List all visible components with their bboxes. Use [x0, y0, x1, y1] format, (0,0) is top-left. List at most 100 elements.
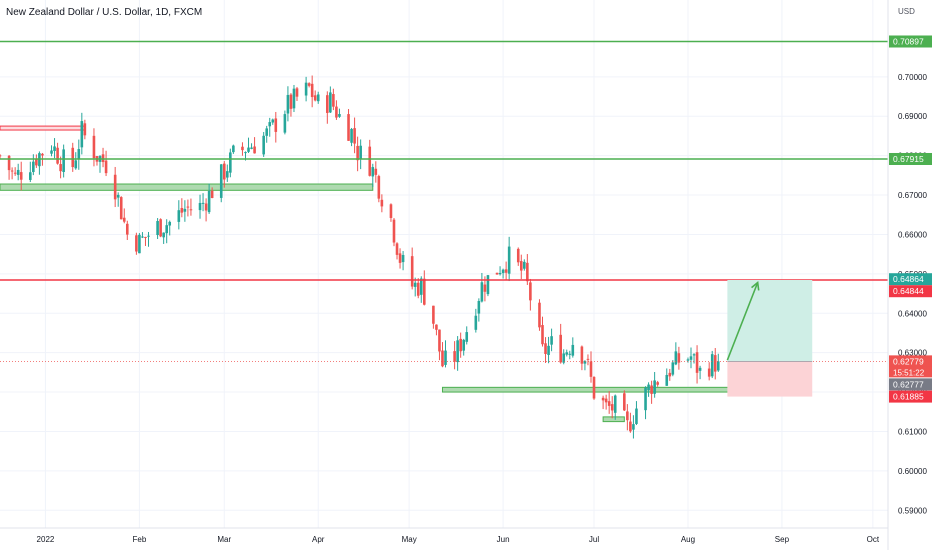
price-label-badge [889, 35, 932, 48]
candle-body [16, 169, 20, 175]
candle-body [335, 106, 338, 118]
candle-body [13, 172, 17, 174]
candle-body [498, 272, 502, 275]
candle-body [289, 94, 293, 109]
candle-body [474, 315, 478, 330]
x-tick-label: May [402, 535, 417, 544]
x-tick-label: Sep [775, 535, 790, 544]
candle-body [395, 243, 399, 255]
candle-body [53, 146, 56, 151]
zone-rectangle [0, 125, 86, 131]
candle-body [456, 340, 459, 363]
candle-body [268, 122, 272, 127]
candle-body [253, 146, 256, 154]
long-position-tool[interactable] [726, 279, 813, 397]
y-tick-label: 0.63000 [898, 349, 927, 358]
candle-body [559, 334, 562, 363]
candle-body [377, 176, 381, 199]
candle-body [483, 284, 487, 292]
candle-body [104, 160, 108, 174]
candle-body [459, 338, 462, 352]
candle-body [113, 174, 117, 200]
candle-body [547, 345, 550, 355]
candle-body [713, 355, 717, 372]
candle-body [401, 254, 405, 263]
candle-body [589, 361, 593, 377]
candle-body [338, 114, 341, 117]
candle-body [544, 343, 547, 354]
candle-body [92, 135, 96, 159]
candle-body [347, 114, 350, 141]
candle-body [144, 236, 147, 238]
candle-body [374, 168, 378, 175]
candle-body [219, 164, 223, 198]
candle-body [432, 305, 435, 324]
y-tick-label: 0.66000 [898, 230, 927, 239]
candle-body [10, 170, 14, 172]
candle-body [371, 167, 375, 177]
candle-body [210, 190, 214, 198]
candle-body [265, 128, 269, 136]
candle-body [538, 302, 541, 328]
chart-grid [0, 0, 888, 528]
candle-body [247, 147, 250, 152]
candle-body [716, 361, 720, 371]
candle-body [241, 146, 244, 151]
candle-body [523, 261, 526, 269]
candle-body [677, 353, 681, 363]
countdown-badge [889, 366, 932, 378]
candle-body [156, 221, 159, 236]
candle-body [332, 94, 335, 107]
candle-body [180, 207, 184, 213]
x-tick-label: Jul [589, 535, 599, 544]
candle-body [229, 152, 232, 173]
candle-body [329, 92, 332, 113]
candle-body [138, 234, 141, 254]
candle-body [226, 171, 229, 178]
x-tick-label: Jun [497, 535, 510, 544]
price-label-text: 0.62779 [893, 356, 924, 366]
price-label-badge [889, 378, 932, 391]
chart-title: New Zealand Dollar / U.S. Dollar, 1D, FX… [6, 7, 203, 18]
price-label-text: 0.62777 [893, 379, 924, 389]
candle-body [416, 282, 420, 296]
candle-body [647, 384, 650, 391]
price-label-badge [889, 390, 932, 403]
candle-body [7, 155, 11, 171]
price-label-badge [889, 355, 932, 368]
x-tick-label: Aug [681, 535, 695, 544]
candle-body [353, 128, 356, 144]
candle-body [529, 282, 532, 301]
candle-body [62, 149, 65, 172]
candle-body [125, 223, 129, 235]
price-label-badge [889, 285, 932, 298]
candle-body [168, 221, 172, 226]
candle-body [232, 145, 235, 153]
candle-body [526, 262, 529, 282]
candle-body [119, 197, 123, 220]
price-label-text: 0.61885 [893, 392, 924, 402]
candle-body [326, 95, 329, 113]
candle-body [519, 261, 523, 271]
x-tick-label: Oct [867, 535, 880, 544]
candle-body [441, 350, 444, 367]
candle-body [571, 344, 575, 356]
candle-body [550, 336, 553, 345]
candle-body [632, 424, 635, 430]
arrow-head-icon [751, 280, 760, 291]
price-axis-unit: USD [898, 7, 915, 16]
candle-body [71, 147, 75, 168]
candle-body [313, 95, 317, 101]
candle-body [656, 382, 659, 385]
candle-body [626, 411, 629, 421]
candle-body [453, 351, 456, 362]
price-label-badge [889, 152, 932, 165]
candle-body [295, 88, 299, 97]
candle-body [74, 160, 78, 169]
candle-body [389, 204, 393, 218]
candle-body [480, 282, 484, 302]
x-tick-label: Mar [217, 535, 231, 544]
candle-body [592, 376, 596, 399]
candle-body [644, 387, 647, 411]
